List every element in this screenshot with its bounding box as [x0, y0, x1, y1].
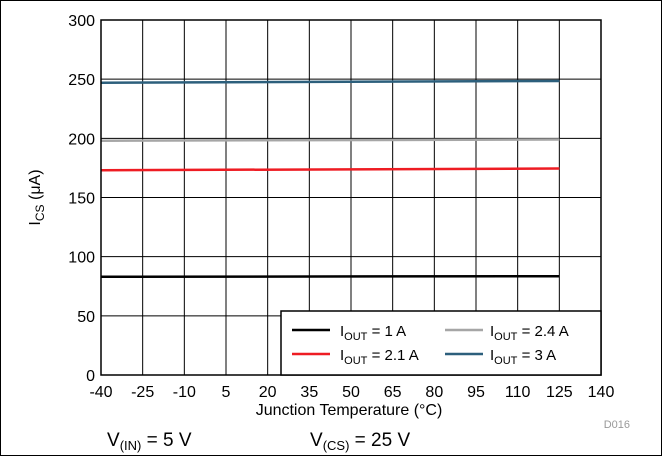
x-tick-label: -40 [89, 384, 112, 401]
y-tick-label: 200 [68, 131, 95, 148]
x-tick-label: 35 [300, 384, 318, 401]
legend-label: IOUT = 1 A [340, 323, 406, 343]
x-tick-label: -25 [131, 384, 154, 401]
legend-label: IOUT = 2.1 A [340, 347, 419, 367]
series-line [100, 79, 560, 84]
series-line [100, 138, 560, 142]
legend-label: IOUT = 3 A [490, 347, 556, 367]
y-tick-label: 100 [68, 250, 95, 267]
x-tick-label: 125 [546, 384, 573, 401]
y-tick-label: 300 [68, 13, 95, 30]
condition-vcs: V(CS) = 25 V [310, 430, 411, 453]
y-tick-label: 0 [86, 368, 95, 385]
y-tick-label: 150 [68, 191, 95, 208]
figure-id: D016 [604, 419, 630, 431]
x-tick-label: 95 [467, 384, 485, 401]
y-tick-label: 250 [68, 72, 95, 89]
legend-box [280, 310, 602, 376]
series-line [100, 274, 560, 279]
x-tick-label: 80 [425, 384, 443, 401]
x-tick-label: 20 [259, 384, 277, 401]
x-tick-label: 140 [588, 384, 615, 401]
x-tick-label: 65 [384, 384, 402, 401]
y-tick-label: 50 [77, 309, 95, 326]
x-tick-label: 5 [222, 384, 231, 401]
y-axis-title: ICS (μA) [27, 169, 47, 225]
x-axis-title: Junction Temperature (°C) [256, 402, 443, 419]
x-tick-label: 110 [505, 384, 531, 401]
condition-vin: V(IN) = 5 V [107, 430, 192, 453]
series-line [100, 167, 560, 172]
x-tick-label: -10 [173, 384, 196, 401]
x-tick-label: 50 [342, 384, 360, 401]
legend: IOUT = 1 A IOUT = 2.4 A IOUT = 2.1 A IOUT =… [280, 310, 602, 376]
legend-label: IOUT = 2.4 A [490, 323, 569, 343]
